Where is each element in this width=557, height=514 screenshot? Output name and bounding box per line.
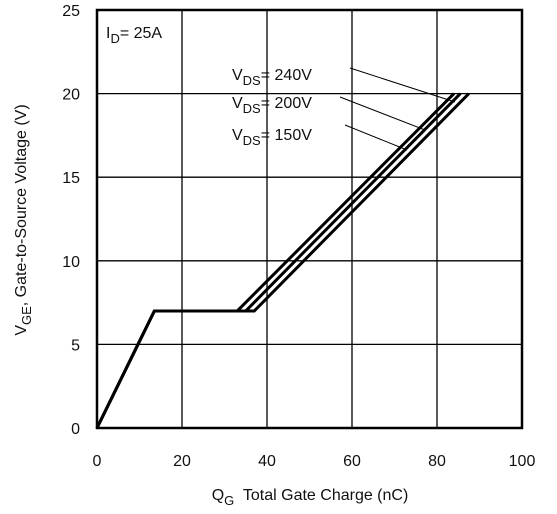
series-label-part: V — [232, 127, 243, 144]
x-axis-label-part: G — [224, 493, 234, 508]
y-axis-label-part: , Gate-to-Source Voltage (V) — [13, 104, 30, 306]
x-tick-label: 20 — [173, 453, 191, 470]
annotation-part: D — [110, 31, 119, 46]
annotation-part: I — [106, 25, 110, 42]
series-line — [95, 92, 470, 429]
leader-line — [339, 96, 426, 131]
y-axis-label-part: GE — [19, 306, 34, 325]
y-tick-label: 0 — [71, 421, 80, 438]
plot-frame — [95, 8, 524, 430]
x-tick-label: 40 — [258, 453, 276, 470]
series-label-part: DS — [243, 101, 261, 116]
series-label-part: DS — [243, 73, 261, 88]
y-tick-label: 5 — [71, 337, 80, 354]
x-axis-label-part: Total Gate Charge (nC) — [234, 487, 408, 504]
x-tick-label: 0 — [93, 453, 102, 470]
y-tick-label: 10 — [62, 254, 80, 271]
leader-line — [344, 124, 408, 151]
series-label-part: = 150V — [261, 127, 312, 144]
y-tick-label: 15 — [62, 170, 80, 187]
series-label-part: = 200V — [261, 95, 312, 112]
x-tick-label: 60 — [343, 453, 361, 470]
x-tick-label: 100 — [509, 453, 536, 470]
series-label: VDS= 150V — [232, 127, 312, 148]
x-axis-label-part: Q — [212, 487, 224, 504]
series-label: VDS= 240V — [232, 67, 312, 88]
y-tick-label: 20 — [62, 87, 80, 104]
y-axis-label: VGE, Gate-to-Source Voltage (V) — [13, 104, 34, 335]
series-label-part: V — [232, 67, 243, 84]
y-axis-label-part: V — [13, 325, 30, 336]
series-label-part: V — [232, 95, 243, 112]
annotation: ID= 25A — [106, 25, 162, 46]
series-label-part: = 240V — [261, 67, 312, 84]
series-label: VDS= 200V — [232, 95, 312, 116]
annotation-part: = 25A — [120, 25, 163, 42]
y-tick-label: 25 — [62, 3, 80, 20]
x-axis-label: QG Total Gate Charge (nC) — [212, 487, 409, 508]
x-tick-label: 80 — [428, 453, 446, 470]
series-label-part: DS — [243, 133, 261, 148]
